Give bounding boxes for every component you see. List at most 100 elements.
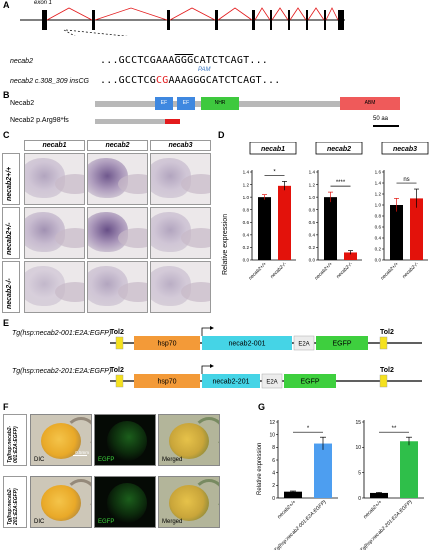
chart-title-box-necab3 [381,142,429,155]
necab2-cds-label: necab2-201 [213,379,250,386]
pam-site: GGG [174,55,194,66]
y-tick-label: 1.4 [375,181,382,186]
row-header-box-0 [2,153,20,205]
embryo-yolk [181,282,210,302]
bar [370,492,388,498]
merged-label: Merged [162,519,183,525]
embryo-yolk [55,174,84,194]
gene-structure [20,7,345,36]
panel-d-ylabel: Relative expression [222,213,229,275]
embryo-image [150,153,211,205]
embryo-image [24,153,85,205]
embryo-head-outline [193,417,219,449]
necab2-cds [202,336,292,350]
panel-a-label: A [3,0,10,10]
construct-2-label: Tg(hsp:necab2-201:E2A:EGFP) [12,368,112,375]
y-tick-label: 15 [355,420,361,426]
embryo-yolk [181,228,210,248]
egfp-label: EGFP [98,457,115,463]
e2a [261,373,283,389]
protein-wt-bar [95,101,400,107]
embryo-yolk [118,282,147,302]
chart-title-necab2: necab2 [327,146,351,153]
nhr-domain: NHR [201,97,239,110]
y-tick-label: 0.4 [375,236,382,241]
y-tick-label: 0.6 [243,220,250,225]
y-tick-label: 0.2 [309,245,316,250]
y-tick-label: 8 [272,445,275,451]
embryo-image [87,207,148,259]
y-tick-label: 10 [355,445,361,451]
dic-label: DIC [34,457,45,463]
row-header-0: necab2+/+ [6,166,13,201]
sig-marker: * [307,426,310,432]
chart-title-necab3: necab3 [393,146,417,153]
panel-f-label: F [3,402,9,412]
col-header-necab1: necab1 [24,140,85,151]
embryo-yolk [118,228,147,248]
hsp70-promoter [134,374,200,388]
egfp-label: EGFP [98,519,115,525]
hsp70-label: hsp70 [157,341,176,348]
egfp [316,336,368,350]
y-tick-label: 1.0 [309,195,316,200]
y-tick-label: 0.4 [243,233,250,238]
y-tick-label: 0 [272,496,275,502]
embryo-head-outline [65,479,91,511]
embryo-image [150,207,211,259]
egfp-signal [107,483,147,523]
bar [324,197,337,260]
x-tick-label: Tg(hsp:necab2-201:E2A:EGFP) [359,499,414,550]
tol2-left [115,374,124,388]
egfp-label: EGFP [332,341,351,348]
row-label-box [3,476,27,528]
col-header-necab2: necab2 [87,140,148,151]
y-tick-label: 0.8 [309,207,316,212]
y-tick-label: 6 [272,458,275,464]
protein-mut-bar [95,119,165,124]
tss-arrow [201,365,210,374]
tol2-right [379,374,388,388]
pam-label: PAM [198,67,211,73]
panel-g-label: G [258,402,266,412]
chart-title-necab1: necab1 [261,146,285,153]
embryo-yolk [55,228,84,248]
dic-image: DIC 0.5mm [30,414,92,466]
tol2-right [379,336,388,350]
chart-title-box-necab2 [315,142,363,155]
scale-label-aa: 50 aa [373,116,389,122]
y-tick-label: 1.0 [243,195,250,200]
bar [284,491,302,498]
e2a [293,335,315,351]
egfp-label: EGFP [300,379,319,386]
panel-g-ylabel: Relative expression [257,442,263,495]
hsp70-label: hsp70 [157,379,176,386]
y-tick-label: 1.0 [375,203,382,208]
abm-domain: ABM [340,97,400,110]
panel-c-label: C [3,130,10,140]
row-label: Tg(hsp:necab2-201:E2A:EGFP) [7,487,19,525]
row-header-2: necab2-/- [6,278,13,309]
embryo-head-outline [193,479,219,511]
e2a-label: E2A [298,342,309,348]
y-tick-label: 0.6 [309,220,316,225]
bar [390,205,403,260]
construct-diagrams: Tol2 Tol2 hsp70 necab2-001 E2A EGFP Tol2 Tol2 hs… [110,326,422,389]
tol2-label-right: Tol2 [380,329,394,336]
row-label: Tg(hsp:necab2-001:E2A:EGFP) [7,425,19,463]
wt-sequence: ...GCCTCGAAAGGGCATCTCAGT... [100,55,269,66]
y-tick-label: 0.4 [309,233,316,238]
chart-title-box-necab1 [249,142,297,155]
embryo-yolk [55,282,84,302]
tol2-label-right: Tol2 [380,367,394,374]
y-tick-label: 4 [272,470,275,476]
egfp-image: EGFP [94,414,156,466]
y-tick-label: 1.4 [243,170,250,175]
panel-d-label: D [218,130,225,140]
ef-hand-domain-2: EF [177,97,195,110]
x-tick-label: necab2+/+ [380,261,400,281]
sig-marker: * [273,169,276,175]
inserted-bases: CG [156,75,169,86]
construct-1-label: Tg(hsp:necab2-001:E2A:EGFP) [12,330,112,337]
